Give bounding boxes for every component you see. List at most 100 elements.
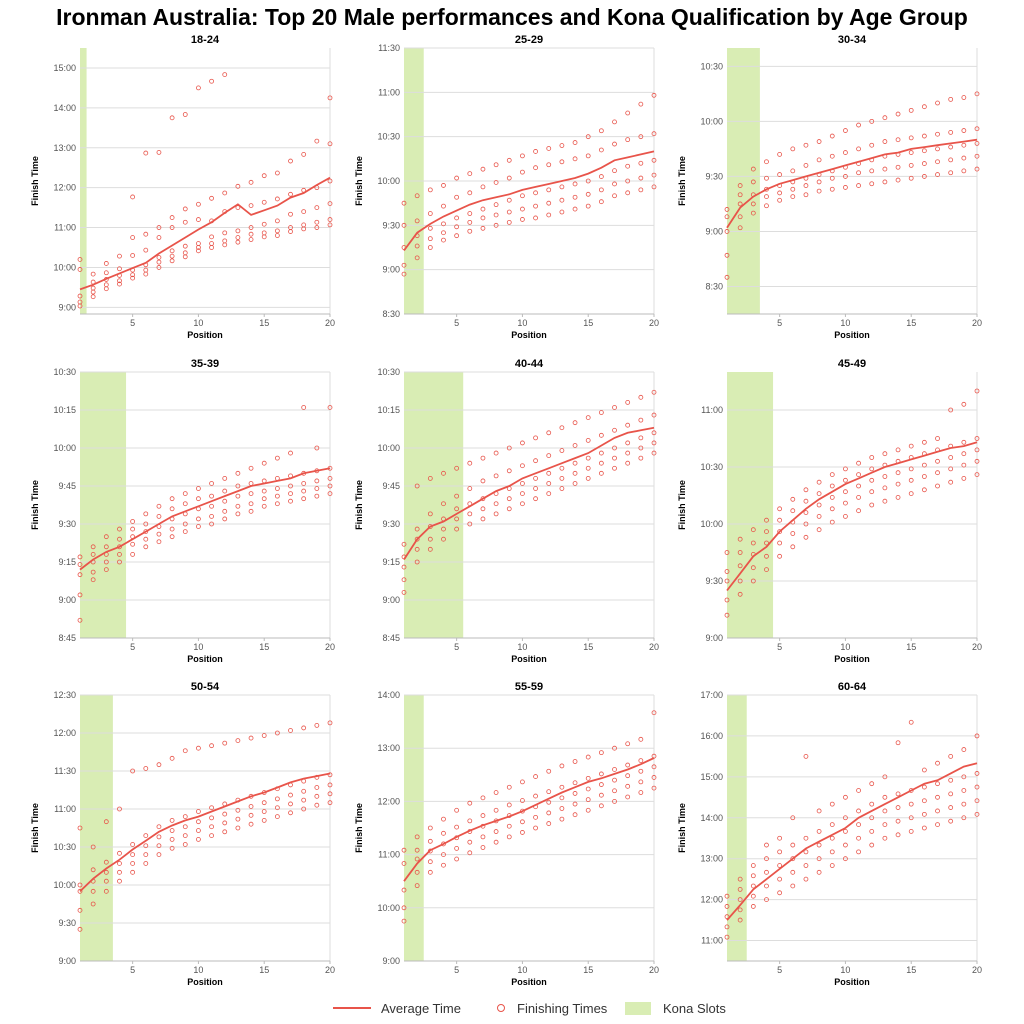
finish-point	[559, 784, 565, 790]
finish-point	[638, 187, 644, 193]
finish-point	[156, 531, 162, 537]
finish-point	[974, 784, 980, 790]
finish-point	[117, 559, 122, 565]
finish-point	[559, 475, 565, 481]
finish-point	[506, 157, 512, 163]
x-tick-label: 15	[906, 965, 916, 975]
finish-point	[533, 793, 538, 799]
finish-point	[209, 503, 214, 509]
finish-point	[480, 184, 486, 190]
finish-point	[908, 135, 914, 141]
chart-title: 35-39	[191, 358, 219, 370]
finish-point	[493, 162, 499, 168]
finish-point	[156, 235, 162, 240]
finish-point	[921, 798, 927, 804]
y-tick-label: 9:15	[382, 557, 400, 567]
y-axis-label: Finish Time	[677, 480, 687, 530]
finish-point	[143, 861, 149, 866]
finish-point	[156, 255, 162, 260]
y-tick-label: 9:00	[705, 226, 723, 236]
finish-point	[301, 481, 307, 486]
finish-point	[222, 820, 228, 826]
finish-point	[506, 834, 512, 840]
finish-point	[856, 849, 861, 855]
kona-band	[80, 372, 127, 638]
finish-point	[493, 212, 499, 218]
finish-point	[948, 407, 954, 413]
finish-point	[169, 755, 175, 761]
finish-point	[222, 811, 228, 817]
finish-point	[638, 417, 644, 423]
y-tick-label: 11:00	[378, 850, 400, 860]
finish-point	[829, 849, 835, 855]
legend-average: Average Time	[333, 998, 461, 1018]
finish-point	[777, 172, 783, 177]
finish-point	[480, 455, 486, 461]
finish-point	[143, 529, 149, 534]
finish-point	[274, 233, 280, 238]
finish-point	[414, 869, 420, 875]
finish-point	[572, 181, 578, 187]
x-tick-label: 5	[130, 642, 135, 652]
finish-point	[908, 719, 914, 725]
average-line	[403, 426, 655, 560]
finish-point	[427, 211, 433, 216]
finish-point	[103, 286, 109, 292]
finish-point	[182, 824, 188, 830]
finish-point	[856, 788, 861, 793]
finish-point	[222, 740, 228, 746]
finish-point	[829, 863, 835, 868]
finish-point	[520, 501, 525, 507]
finish-point	[274, 455, 280, 461]
finish-point	[908, 801, 914, 807]
y-axis-label: Finish Time	[30, 156, 40, 206]
finish-point	[790, 544, 796, 550]
x-tick-label: 10	[517, 965, 527, 975]
finish-point	[196, 837, 201, 842]
y-tick-label: 10:00	[53, 880, 76, 890]
finish-point	[921, 784, 927, 790]
finish-point	[598, 771, 604, 777]
average-line	[403, 150, 655, 252]
y-tick-label: 12:30	[53, 690, 76, 700]
finish-point	[401, 262, 407, 268]
finish-point	[103, 819, 109, 825]
finish-point	[625, 773, 631, 779]
finish-point	[598, 792, 604, 798]
finish-point	[882, 835, 888, 841]
finish-point	[843, 466, 848, 472]
finish-point	[182, 521, 188, 527]
finish-point	[612, 119, 617, 125]
x-tick-label: 20	[972, 965, 982, 975]
finish-point	[724, 274, 730, 280]
finish-point	[103, 888, 109, 894]
chart-50-54: 9:00 9:30 10:00 10:30 11:00 11:30 12:00 12:30 5 1…	[30, 681, 335, 987]
finish-point	[638, 790, 644, 795]
x-axis-label: Position	[511, 330, 547, 340]
finish-point	[520, 819, 525, 825]
finish-point	[935, 159, 940, 165]
finish-point	[520, 491, 525, 497]
finish-point	[235, 816, 241, 822]
finish-point	[572, 470, 578, 476]
chart-35-39: 8:45 9:00 9:15 9:30 9:45 10:00 10:15 10:30 5 10 15…	[30, 358, 335, 664]
y-tick-label: 15:00	[700, 772, 723, 782]
finish-point	[401, 590, 407, 595]
finish-point	[559, 465, 565, 471]
finish-point	[816, 527, 822, 533]
average-line	[726, 762, 978, 921]
finish-point	[182, 112, 188, 117]
chart-25-29: 8:30 9:00 9:30 10:00 10:30 11:00 11:30 5 10 15 20 2…	[354, 34, 659, 340]
finish-point	[764, 529, 769, 534]
y-tick-label: 10:30	[700, 462, 723, 472]
finish-point	[777, 553, 783, 559]
finish-point	[288, 810, 293, 816]
chart-title: 18-24	[191, 34, 220, 46]
finish-point	[974, 472, 980, 478]
finish-point	[803, 192, 809, 198]
finish-point	[454, 807, 460, 813]
finish-point	[467, 219, 473, 225]
finish-point	[90, 552, 96, 557]
finish-point	[454, 845, 460, 851]
